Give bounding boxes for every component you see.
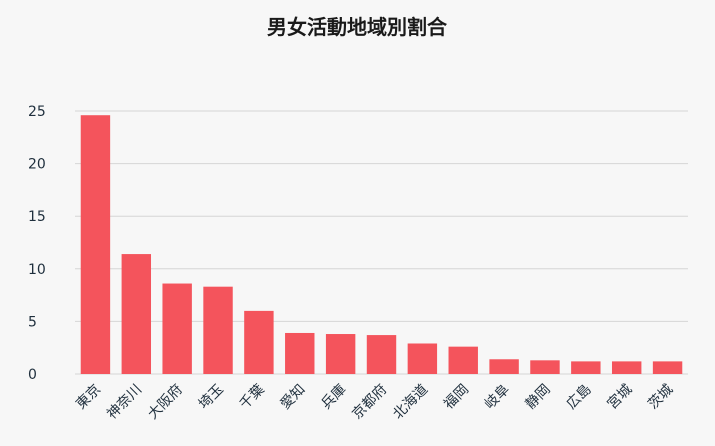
- bar-6: [325, 334, 356, 374]
- bar-9: [448, 346, 478, 374]
- bar-5: [285, 332, 315, 374]
- bar-1: [121, 254, 152, 374]
- bar-0: [80, 115, 111, 374]
- y-tick-label: 10: [28, 262, 46, 278]
- bar-10: [489, 359, 519, 374]
- y-tick-label: 15: [28, 209, 46, 225]
- bar-7: [366, 335, 397, 374]
- x-tick-label: 宮城: [604, 382, 635, 413]
- x-tick-label: 愛知: [277, 381, 309, 413]
- bar-4: [244, 310, 274, 374]
- x-tick-label: 広島: [564, 382, 595, 413]
- bar-12: [571, 361, 601, 374]
- x-tick-label: 福岡: [441, 382, 472, 413]
- x-tick-label: 千葉: [237, 382, 268, 413]
- y-tick-label: 20: [28, 157, 46, 173]
- x-tick-label: 大阪府: [145, 382, 186, 423]
- bar-8: [407, 343, 438, 374]
- x-tick-label: 兵庫: [318, 381, 350, 413]
- bar-13: [611, 361, 642, 374]
- x-axis-ticks: 東京 神奈川 大阪府 埼玉 千葉 愛知 兵庫 京都府 北海道 福岡 岐阜 静岡 広島 宮城 茨城: [73, 381, 676, 423]
- chart-title: 男女活動地域別割合: [267, 15, 448, 39]
- y-tick-label: 5: [28, 314, 37, 330]
- bars: [80, 115, 683, 374]
- x-tick-label: 北海道: [390, 382, 431, 423]
- y-axis-ticks: 0 5 10 15 20 25: [28, 104, 46, 383]
- y-tick-label: 0: [28, 367, 37, 383]
- x-tick-label: 静岡: [523, 382, 554, 413]
- x-tick-label: 埼玉: [196, 382, 227, 413]
- x-tick-label: 茨城: [645, 382, 676, 413]
- x-tick-label: 京都府: [349, 382, 390, 423]
- x-tick-label: 神奈川: [104, 382, 145, 423]
- bar-14: [652, 361, 683, 374]
- bar-11: [530, 360, 560, 374]
- y-tick-label: 25: [28, 104, 46, 120]
- bar-2: [162, 283, 192, 374]
- x-tick-label: 東京: [73, 382, 104, 413]
- x-tick-label: 岐阜: [481, 381, 513, 413]
- bar-3: [203, 286, 233, 374]
